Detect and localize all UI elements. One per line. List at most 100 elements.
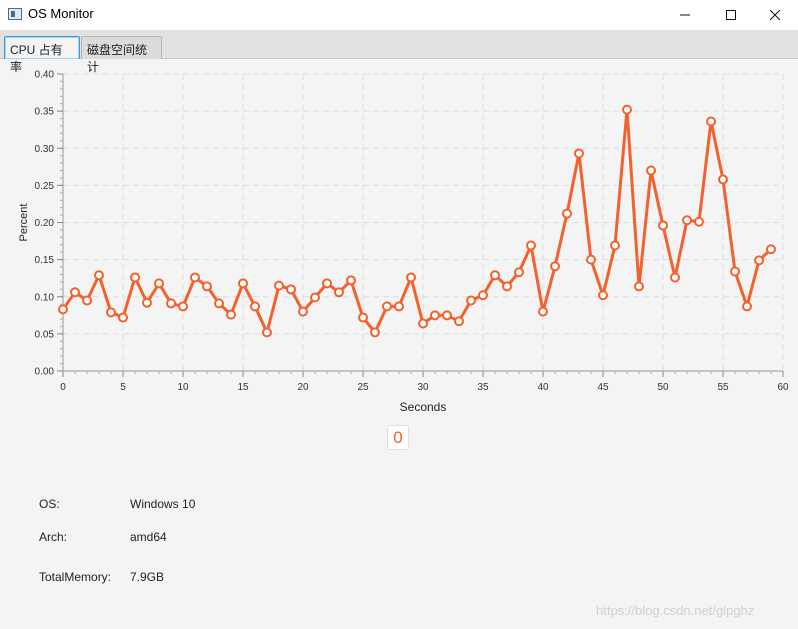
data-point bbox=[190, 272, 200, 283]
data-point bbox=[538, 306, 548, 317]
data-point bbox=[250, 301, 260, 312]
data-point bbox=[562, 208, 572, 219]
x-tick-label: 50 bbox=[657, 382, 669, 393]
data-point bbox=[466, 295, 476, 306]
data-point bbox=[526, 240, 536, 251]
data-point bbox=[334, 287, 344, 298]
data-point bbox=[58, 304, 68, 315]
close-button[interactable] bbox=[752, 0, 798, 30]
tab-bar: CPU 占有率 磁盘空间统计 bbox=[0, 30, 798, 74]
counter-value: 0 bbox=[393, 427, 403, 447]
x-tick-label: 10 bbox=[177, 382, 189, 393]
data-point bbox=[586, 254, 596, 265]
counter-button[interactable]: 0 bbox=[387, 425, 409, 450]
x-tick-label: 40 bbox=[537, 382, 549, 393]
data-point bbox=[322, 278, 332, 289]
tab-label: 磁盘空间统计 bbox=[87, 43, 148, 74]
data-point bbox=[694, 216, 704, 227]
x-tick-label: 60 bbox=[777, 382, 789, 393]
y-axis-title: Percent bbox=[18, 204, 30, 242]
data-point bbox=[382, 301, 392, 312]
x-tick-label: 0 bbox=[60, 382, 66, 393]
data-point bbox=[286, 284, 296, 295]
minimize-icon bbox=[680, 14, 690, 16]
data-point bbox=[574, 148, 584, 159]
y-tick-label: 0.35 bbox=[35, 107, 55, 118]
os-value: Windows 10 bbox=[130, 497, 196, 511]
data-point bbox=[418, 318, 428, 329]
data-point bbox=[346, 275, 356, 286]
x-tick-label: 35 bbox=[477, 382, 489, 393]
data-point bbox=[598, 290, 608, 301]
data-point bbox=[82, 295, 92, 306]
tab-label: CPU 占有率 bbox=[10, 43, 63, 74]
close-icon bbox=[769, 9, 781, 21]
data-point bbox=[274, 280, 284, 291]
data-point bbox=[622, 104, 632, 115]
y-tick-label: 0.00 bbox=[35, 367, 55, 378]
data-point bbox=[70, 287, 80, 298]
arch-value: amd64 bbox=[130, 530, 167, 544]
data-point bbox=[478, 290, 488, 301]
data-point bbox=[298, 306, 308, 317]
x-tick-label: 55 bbox=[717, 382, 729, 393]
cpu-line-chart: 0 5 10 15 20 25 30 35 40 45 50 55 60 0.00 0.05 0.10 0.15… bbox=[18, 70, 789, 415]
data-point bbox=[178, 301, 188, 312]
y-tick-label: 0.10 bbox=[35, 292, 55, 303]
data-point bbox=[394, 301, 404, 312]
x-tick-label: 5 bbox=[120, 382, 126, 393]
maximize-icon bbox=[726, 10, 736, 20]
watermark-text: https://blog.csdn.net/glpghz bbox=[596, 603, 755, 618]
data-point bbox=[706, 116, 716, 127]
arch-label: Arch: bbox=[39, 530, 68, 544]
data-point bbox=[766, 244, 776, 255]
x-tick-label: 20 bbox=[297, 382, 309, 393]
data-point bbox=[406, 272, 416, 283]
total-memory-value: 7.9GB bbox=[130, 570, 165, 584]
x-tick-label: 15 bbox=[237, 382, 249, 393]
data-point bbox=[370, 327, 380, 338]
data-point bbox=[142, 297, 152, 308]
x-tick-label: 30 bbox=[417, 382, 429, 393]
minimize-button[interactable] bbox=[662, 0, 708, 30]
data-point bbox=[634, 281, 644, 292]
data-point bbox=[658, 220, 668, 231]
y-tick-label: 0.15 bbox=[35, 255, 55, 266]
y-tick-label: 0.40 bbox=[35, 70, 55, 81]
y-tick-label: 0.25 bbox=[35, 181, 55, 192]
data-point bbox=[166, 298, 176, 309]
data-point bbox=[682, 215, 692, 226]
tab-disk-space[interactable]: 磁盘空间统计 bbox=[81, 36, 162, 74]
data-point bbox=[646, 165, 656, 176]
total-memory-label: TotalMemory: bbox=[39, 570, 112, 584]
app-window-icon bbox=[8, 8, 22, 20]
data-point bbox=[118, 312, 128, 323]
data-point bbox=[454, 316, 464, 327]
data-point bbox=[610, 240, 620, 251]
y-tick-label: 0.20 bbox=[35, 218, 55, 229]
x-tick-label: 25 bbox=[357, 382, 369, 393]
data-point bbox=[550, 261, 560, 272]
os-label: OS: bbox=[39, 497, 60, 511]
data-point bbox=[154, 278, 164, 289]
data-point bbox=[238, 278, 248, 289]
data-point bbox=[262, 327, 272, 338]
data-point bbox=[106, 307, 116, 318]
data-point bbox=[442, 310, 452, 321]
y-tick-label: 0.30 bbox=[35, 144, 55, 155]
data-point bbox=[214, 298, 224, 309]
window-title: OS Monitor bbox=[28, 6, 94, 21]
data-point bbox=[358, 312, 368, 323]
data-point bbox=[130, 272, 140, 283]
x-tick-label: 45 bbox=[597, 382, 609, 393]
maximize-button[interactable] bbox=[708, 0, 754, 30]
title-bar: OS Monitor bbox=[0, 0, 798, 30]
data-point bbox=[502, 281, 512, 292]
data-point bbox=[490, 270, 500, 281]
data-point bbox=[430, 310, 440, 321]
data-point bbox=[310, 292, 320, 303]
y-tick-label: 0.05 bbox=[35, 329, 55, 340]
data-point bbox=[754, 255, 764, 266]
data-point bbox=[742, 301, 752, 312]
tab-cpu-usage[interactable]: CPU 占有率 bbox=[4, 36, 80, 74]
